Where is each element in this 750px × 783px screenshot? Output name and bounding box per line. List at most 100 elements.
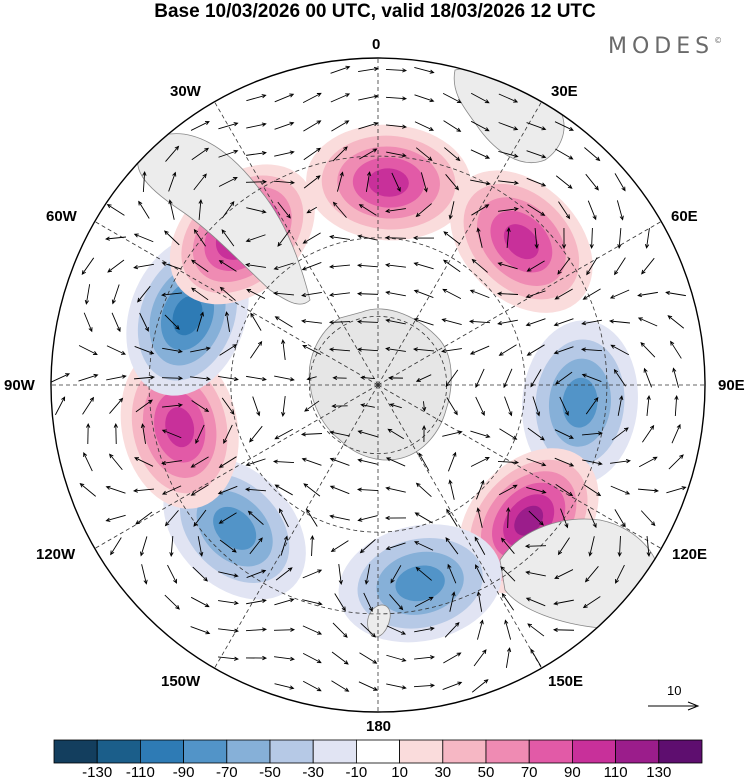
- colorbar-swatch: [183, 739, 228, 764]
- colorbar-swatch: [485, 739, 530, 764]
- wind-arrow: [582, 288, 601, 300]
- wind-arrow: [301, 261, 322, 271]
- anomaly-contour: [562, 377, 598, 428]
- wind-arrow: [138, 200, 150, 219]
- wind-arrow: [301, 292, 322, 298]
- wind-arrow: [640, 342, 656, 358]
- wind-arrow: [161, 460, 182, 466]
- wind-arrow: [524, 544, 547, 549]
- wind-arrow: [527, 204, 546, 216]
- wind-arrow: [356, 319, 379, 324]
- wind-arrow: [475, 368, 485, 389]
- wind-arrow: [386, 625, 407, 635]
- wind-arrow: [469, 289, 490, 299]
- wind-arrow: [190, 376, 211, 381]
- wind-arrow: [385, 68, 408, 73]
- wind-arrow: [198, 199, 203, 220]
- wind-arrow: [332, 201, 347, 218]
- wind-arrow: [386, 654, 407, 662]
- wind-arrow: [617, 535, 622, 558]
- wind-arrow: [615, 564, 625, 584]
- wind-arrow: [586, 257, 598, 276]
- reference-vector-label: 10: [667, 683, 682, 698]
- wind-arrow: [78, 345, 98, 355]
- wind-arrow: [246, 150, 267, 156]
- wind-arrow: [555, 175, 573, 189]
- wind-arrow: [386, 124, 407, 129]
- wind-arrow: [306, 376, 317, 381]
- wind-arrow: [106, 204, 125, 216]
- wind-arrow: [218, 571, 239, 578]
- colorbar-tick-label: 50: [477, 764, 495, 781]
- wind-arrow: [584, 566, 599, 583]
- wind-arrow: [273, 262, 294, 271]
- wind-arrow: [302, 625, 323, 635]
- wind-arrow: [444, 621, 460, 638]
- wind-arrow: [391, 172, 401, 193]
- wind-arrow: [190, 121, 210, 131]
- wind-arrow: [274, 683, 295, 690]
- wind-arrow: [385, 96, 408, 101]
- wind-arrow: [386, 151, 407, 158]
- wind-arrow: [168, 199, 175, 220]
- wind-arrow: [470, 92, 490, 104]
- wind-arrow: [338, 564, 343, 585]
- lon-label-0: 0: [372, 36, 381, 53]
- wind-arrow: [273, 627, 296, 632]
- wind-arrow: [190, 259, 209, 273]
- new-zealand: [367, 604, 391, 638]
- wind-arrow: [554, 569, 574, 579]
- wind-arrow: [221, 229, 235, 247]
- colorbar-swatch: [442, 739, 487, 764]
- wind-arrow: [329, 485, 350, 495]
- wind-arrow: [274, 598, 295, 606]
- wind-arrow: [527, 427, 545, 441]
- wind-arrow: [193, 228, 206, 247]
- colorbar-swatch: [399, 739, 444, 764]
- wind-arrow: [164, 314, 180, 330]
- wind-arrow: [646, 536, 651, 557]
- wind-arrow: [192, 566, 208, 582]
- wind-arrow: [218, 149, 239, 158]
- wind-arrow: [277, 201, 291, 219]
- wind-arrow: [525, 318, 546, 327]
- wind-arrow: [385, 457, 406, 467]
- wind-arrow: [442, 288, 462, 299]
- wind-arrow: [303, 483, 321, 497]
- wind-arrow: [357, 263, 379, 268]
- wind-arrow: [364, 564, 371, 585]
- wind-arrow: [105, 485, 126, 494]
- wind-arrow: [274, 428, 293, 440]
- wind-arrow: [554, 429, 574, 439]
- wind-arrow: [413, 347, 434, 352]
- wind-arrow: [587, 508, 597, 529]
- wind-arrow: [580, 347, 603, 352]
- wind-arrow: [81, 257, 95, 276]
- wind-arrow: [218, 260, 237, 272]
- colorbar-swatch: [53, 739, 98, 764]
- wind-arrow: [357, 458, 378, 465]
- wind-arrow: [79, 482, 96, 497]
- wind-arrow: [414, 655, 435, 660]
- wind-arrow: [498, 484, 518, 496]
- wind-arrow: [302, 345, 322, 355]
- wind-arrow: [413, 317, 434, 326]
- wind-arrow: [246, 94, 267, 102]
- wind-arrow: [498, 344, 517, 356]
- wind-arrow: [471, 258, 488, 273]
- wind-arrow: [164, 594, 180, 610]
- colorbar-tick-label: -10: [345, 764, 368, 781]
- wind-arrow: [468, 319, 491, 324]
- wind-arrow: [218, 600, 239, 606]
- wind-arrow: [589, 227, 594, 250]
- wind-arrow: [528, 510, 544, 526]
- wind-arrow: [385, 542, 406, 551]
- wind-arrow: [250, 312, 262, 331]
- wind-arrow: [387, 428, 404, 440]
- wind-arrow: [470, 457, 490, 467]
- copyright-mark: ©: [714, 36, 723, 45]
- wind-arrow: [167, 564, 177, 584]
- wind-arrow: [279, 508, 289, 528]
- wind-arrow: [331, 403, 348, 409]
